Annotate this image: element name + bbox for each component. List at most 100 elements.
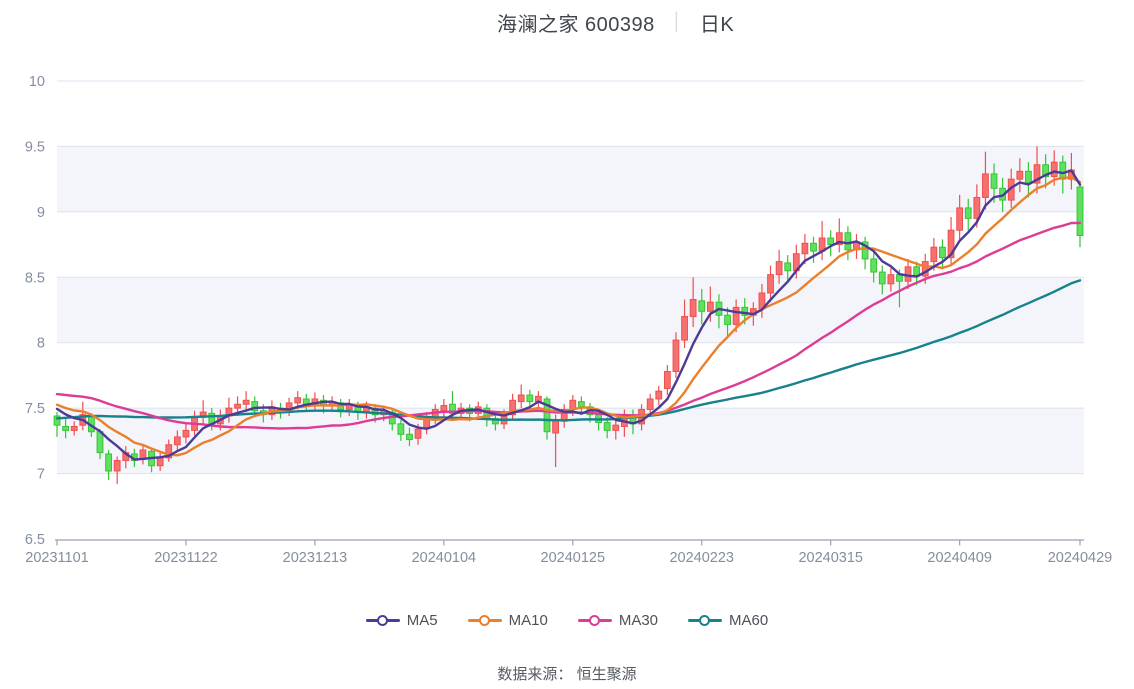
ma5-legend-label: MA5 (406, 612, 438, 629)
y-axis-label: 10 (29, 74, 45, 90)
candle-body-up (973, 196, 981, 219)
title-separator: │ (671, 11, 683, 31)
candle-body-up (1033, 164, 1041, 184)
ma60-legend-marker-icon (688, 614, 723, 627)
y-axis-label: 8 (37, 336, 45, 352)
x-axis-label: 20240429 (1048, 550, 1113, 566)
candle-body-up (242, 399, 250, 405)
candle-body-up (706, 301, 714, 312)
data-source-note: 数据来源： 恒生聚源 (497, 666, 637, 683)
candle-body-up (801, 242, 809, 255)
y-axis-label: 8.5 (25, 270, 45, 286)
x-axis-label: 20240223 (669, 550, 734, 566)
candle-body-down (990, 173, 998, 189)
stock-name-code: 海澜之家 600398 (497, 14, 655, 36)
legend-item-ma60[interactable]: MA60 (688, 612, 768, 629)
candle-body-up (930, 246, 938, 263)
candle-body-down (741, 306, 749, 316)
ma30-legend-marker-icon (577, 614, 612, 627)
candle-body-down (543, 398, 551, 433)
candle-body-down (698, 300, 706, 312)
x-axis-label: 20231213 (283, 550, 348, 566)
candle-body-up (689, 299, 697, 318)
candle-body-down (577, 401, 585, 408)
candle-body-up (655, 390, 663, 400)
period-label: 日K (699, 14, 735, 36)
candle-body-down (96, 431, 104, 454)
background-band (57, 146, 1084, 212)
candle-body-up (182, 429, 190, 438)
candle-body-up (234, 403, 241, 409)
candle-body-down (406, 433, 413, 441)
candle-body-down (844, 232, 852, 251)
candle-body-up (646, 398, 654, 410)
candle-body-down (251, 401, 259, 412)
y-axis-label: 7.5 (25, 401, 45, 417)
candle-body-up (440, 405, 448, 412)
candle-body-up (947, 229, 955, 259)
y-axis-label: 7 (37, 467, 45, 483)
candle-body-down (371, 407, 379, 416)
candle-body-up (887, 274, 895, 285)
candle-body-up (767, 274, 774, 294)
candle-body-up (921, 261, 929, 277)
candle-body-down (964, 207, 972, 219)
candle-body-down (810, 242, 817, 252)
ma-legend: MA5 MA10 MA30 MA60 (0, 612, 1134, 629)
x-axis-label: 20240409 (927, 550, 992, 566)
candle-body-up (835, 232, 843, 246)
candle-body-down (526, 394, 534, 403)
y-axis-label: 6.5 (25, 532, 45, 548)
candle-body-down (784, 262, 792, 272)
ma60-legend-label: MA60 (729, 612, 769, 629)
candle-body-up (294, 397, 302, 404)
candle-body-down (105, 453, 112, 472)
candle-body-up (1016, 170, 1024, 180)
candle-body-down (449, 403, 456, 414)
candle-body-up (517, 394, 525, 403)
candle-body-down (603, 422, 611, 431)
candle-body-down (870, 258, 878, 273)
candle-body-up (414, 428, 422, 439)
x-axis-label: 20240104 (412, 550, 477, 566)
y-axis-label: 9 (37, 205, 45, 221)
ma5-line (55, 169, 1082, 461)
legend-item-ma10[interactable]: MA10 (467, 612, 548, 629)
candle-body-up (113, 459, 121, 472)
x-axis-label: 20231122 (154, 550, 217, 566)
candle-body-up (904, 266, 912, 282)
candle-body-down (827, 237, 835, 246)
candle-body-up (165, 444, 173, 459)
candle-body-down (1025, 170, 1032, 184)
candle-body-up (552, 419, 560, 434)
chart-title: 海澜之家 600398 │ 日K (497, 8, 734, 37)
legend-item-ma30[interactable]: MA30 (577, 612, 659, 629)
candle-body-up (663, 371, 671, 390)
background-band (57, 277, 1084, 343)
candle-body-down (878, 271, 886, 285)
candle-body-up (732, 306, 740, 325)
candle-body-up (956, 207, 964, 231)
candle-body-up (982, 173, 989, 198)
candle-body-up (70, 425, 78, 431)
candle-body-down (724, 314, 731, 325)
x-axis-label: 20240315 (798, 550, 863, 566)
candle-body-up (681, 316, 688, 341)
ma10-legend-label: MA10 (508, 612, 548, 629)
ma10-legend-marker-icon (467, 614, 502, 627)
candle-body-up (173, 436, 181, 446)
candle-body-down (397, 423, 405, 435)
ma5-legend-marker-icon (365, 614, 400, 627)
candle-body-down (1059, 161, 1067, 180)
candle-body-up (509, 399, 517, 416)
legend-item-ma5[interactable]: MA5 (365, 612, 438, 629)
candle-body-up (775, 261, 783, 276)
ma30-legend-label: MA30 (618, 612, 659, 629)
candle-body-down (1076, 186, 1084, 236)
ma10-line (55, 176, 1082, 457)
candle-body-down (861, 241, 869, 260)
x-axis-label: 20240125 (541, 550, 606, 566)
candle-body-down (62, 425, 69, 431)
